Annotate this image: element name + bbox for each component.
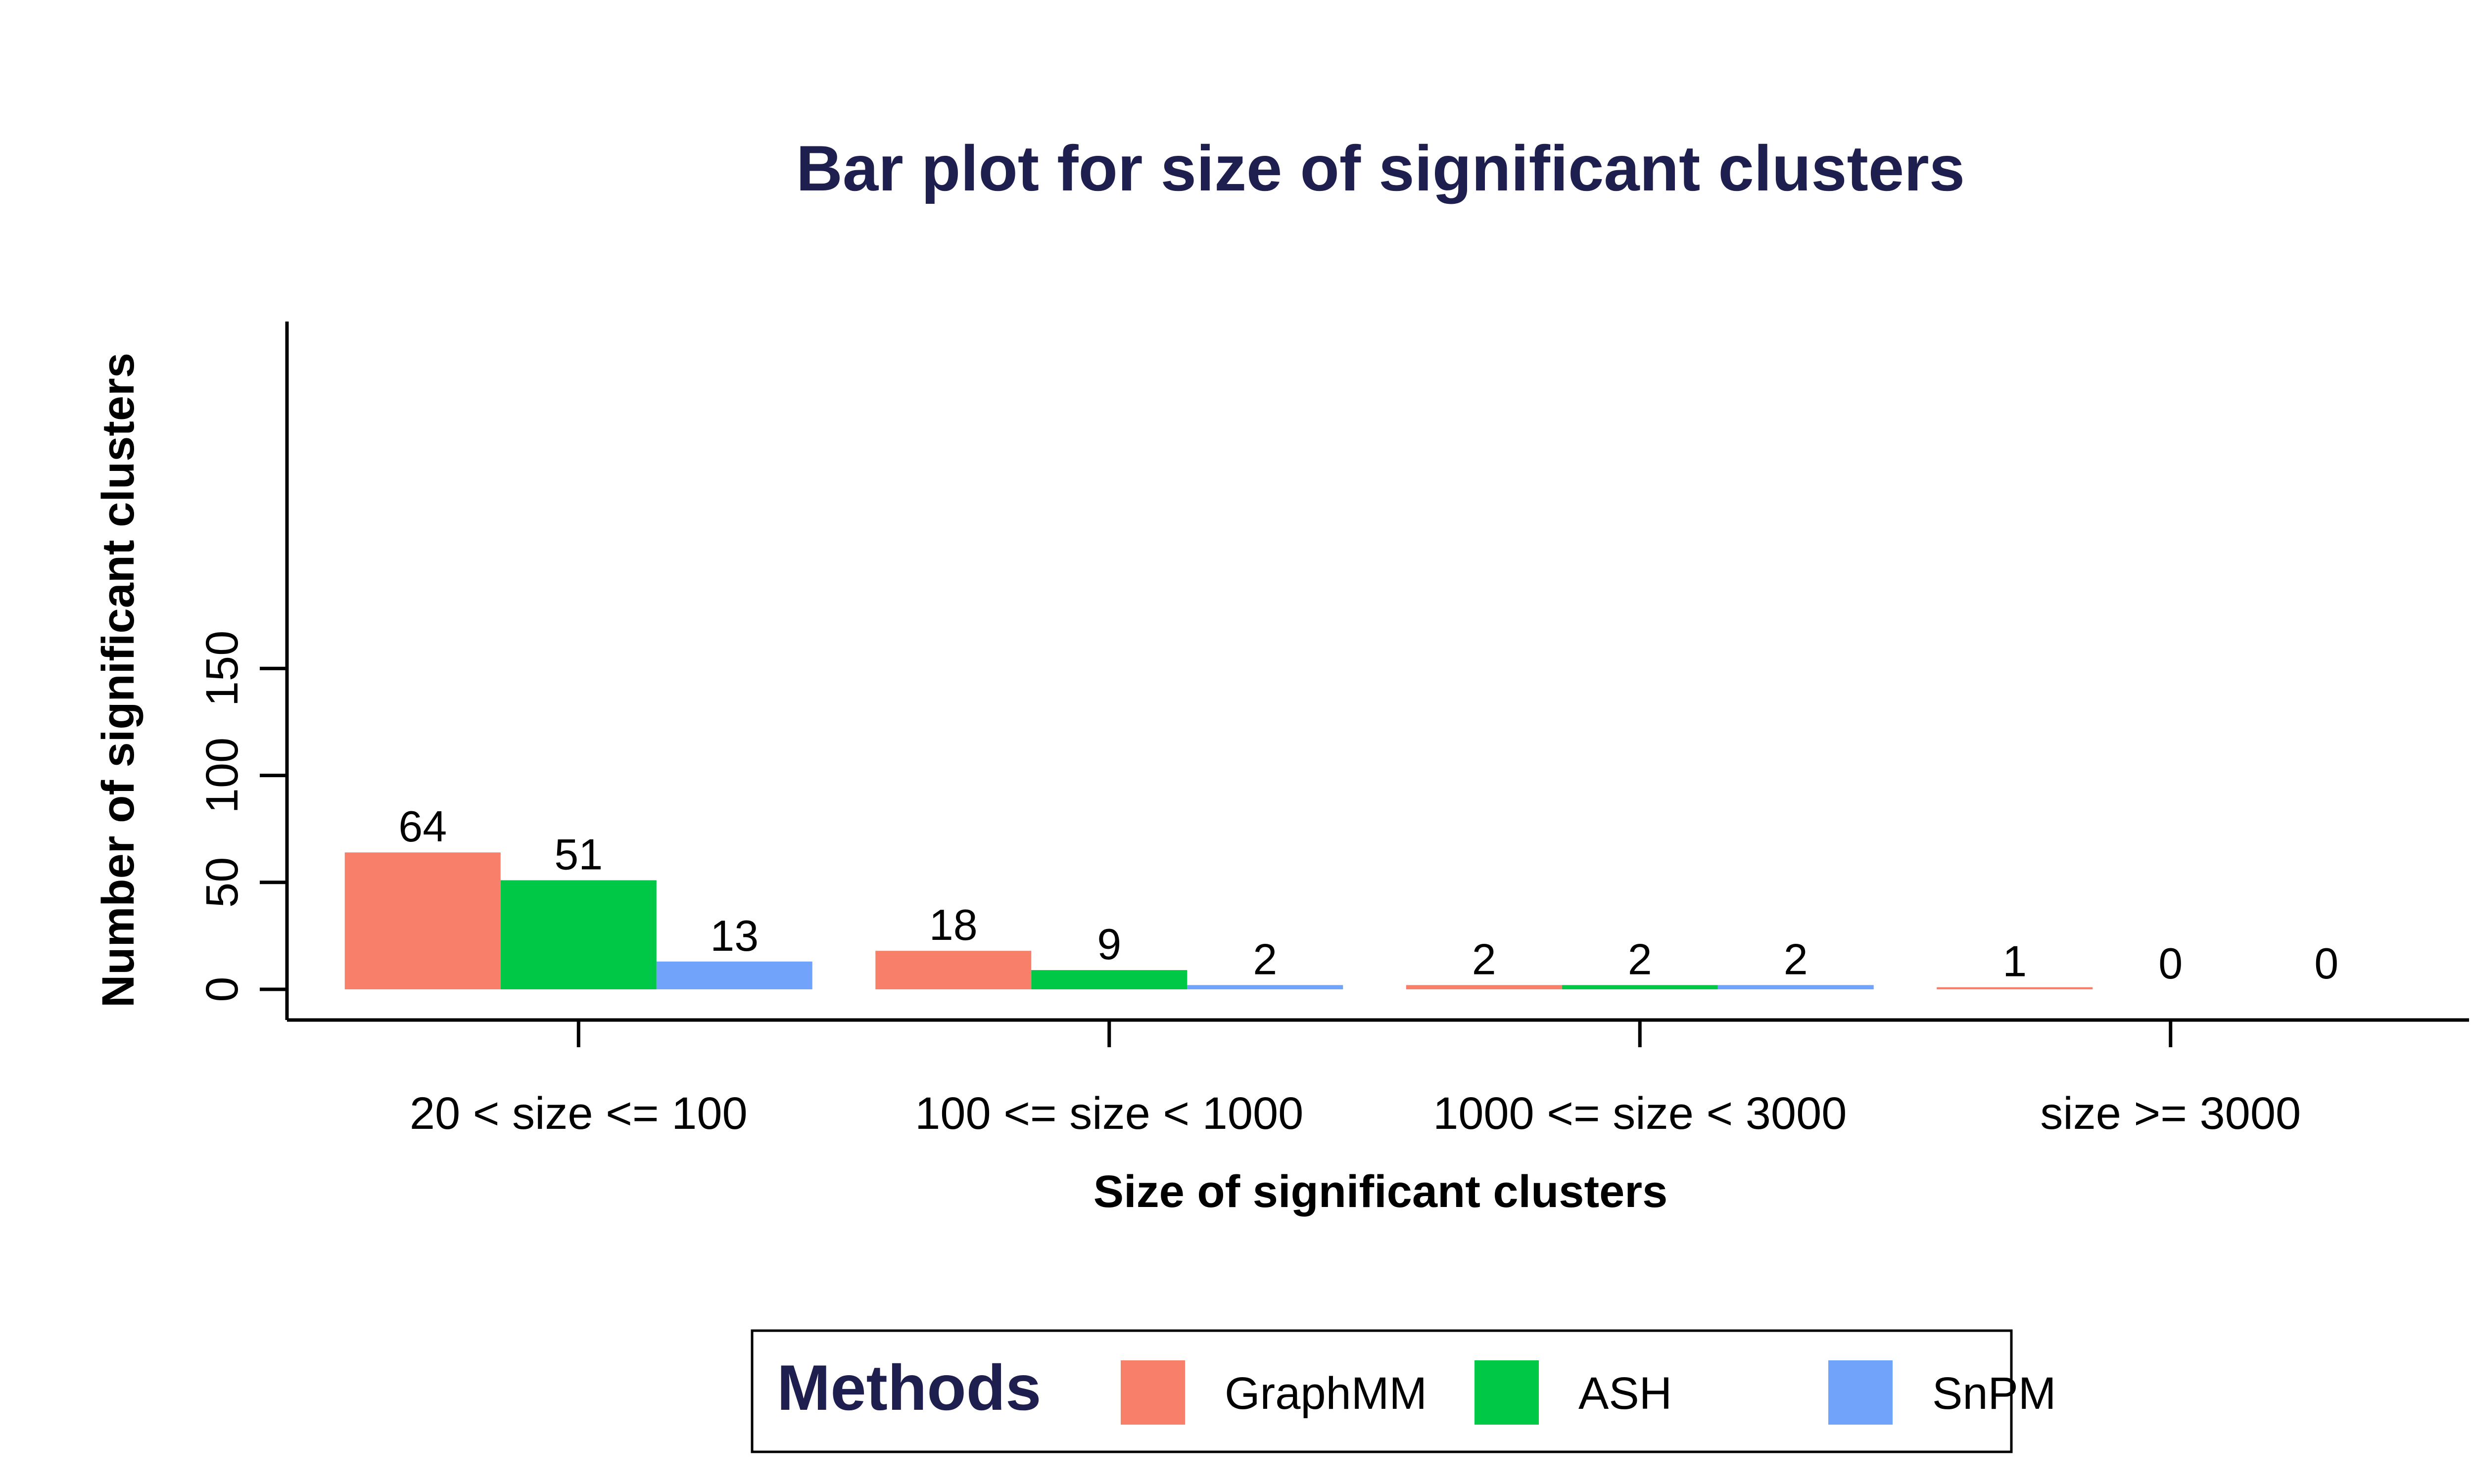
x-axis-title: Size of significant clusters <box>1094 1166 1668 1217</box>
legend-label-snpm: SnPM <box>1932 1368 2056 1419</box>
y-tick-label: 150 <box>197 631 247 707</box>
bar-value-label: 51 <box>554 830 603 879</box>
bar-value-label: 2 <box>1472 934 1496 983</box>
legend-swatch-snpm <box>1828 1360 1893 1425</box>
legend: Methods GraphMM ASH SnPM <box>751 1329 2056 1453</box>
bar-value-label: 2 <box>1784 934 1808 983</box>
y-tick-label: 100 <box>197 738 247 814</box>
bar-graphmm <box>344 852 501 989</box>
x-tick-label: 100 <= size < 1000 <box>915 1088 1303 1139</box>
x-tick-label: 1000 <= size < 3000 <box>1433 1088 1847 1139</box>
x-tick-label: 20 < size <= 100 <box>410 1088 748 1139</box>
bar-ash <box>1031 970 1188 989</box>
legend-box <box>751 1329 2013 1453</box>
bar-value-label: 18 <box>929 900 978 949</box>
bar-value-label: 13 <box>710 911 759 960</box>
bar-value-label: 2 <box>1628 934 1652 983</box>
legend-label-graphmm: GraphMM <box>1225 1368 1427 1419</box>
y-axis-title: Number of significant clusters <box>93 353 143 1008</box>
bar-ash <box>1562 985 1718 989</box>
legend-title: Methods <box>777 1351 1041 1424</box>
y-tick-label: 50 <box>197 857 247 908</box>
legend-swatch-ash <box>1475 1360 1539 1425</box>
bar-value-label: 0 <box>2314 939 2338 988</box>
x-tick-label: size >= 3000 <box>2040 1088 2301 1139</box>
bar-value-label: 9 <box>1097 920 1121 969</box>
bar-snpm <box>1187 985 1343 989</box>
bar-ash <box>500 880 657 989</box>
legend-swatch-graphmm <box>1121 1360 1185 1425</box>
bar-graphmm <box>1406 985 1562 989</box>
bar-value-label: 2 <box>1253 934 1277 983</box>
bar-graphmm <box>1937 987 2093 989</box>
bar-value-label: 64 <box>398 802 447 851</box>
y-tick-label: 0 <box>197 976 247 1002</box>
bar-snpm <box>1717 985 1874 989</box>
chart-title: Bar plot for size of significant cluster… <box>796 132 1965 204</box>
bars: 64 51 13 18 9 2 2 2 2 1 0 0 <box>344 802 2338 989</box>
bar-snpm <box>656 961 812 989</box>
legend-label-ash: ASH <box>1578 1368 1672 1419</box>
bar-value-label: 0 <box>2158 939 2183 988</box>
bar-value-label: 1 <box>2002 937 2027 986</box>
bar-graphmm <box>875 951 1032 989</box>
